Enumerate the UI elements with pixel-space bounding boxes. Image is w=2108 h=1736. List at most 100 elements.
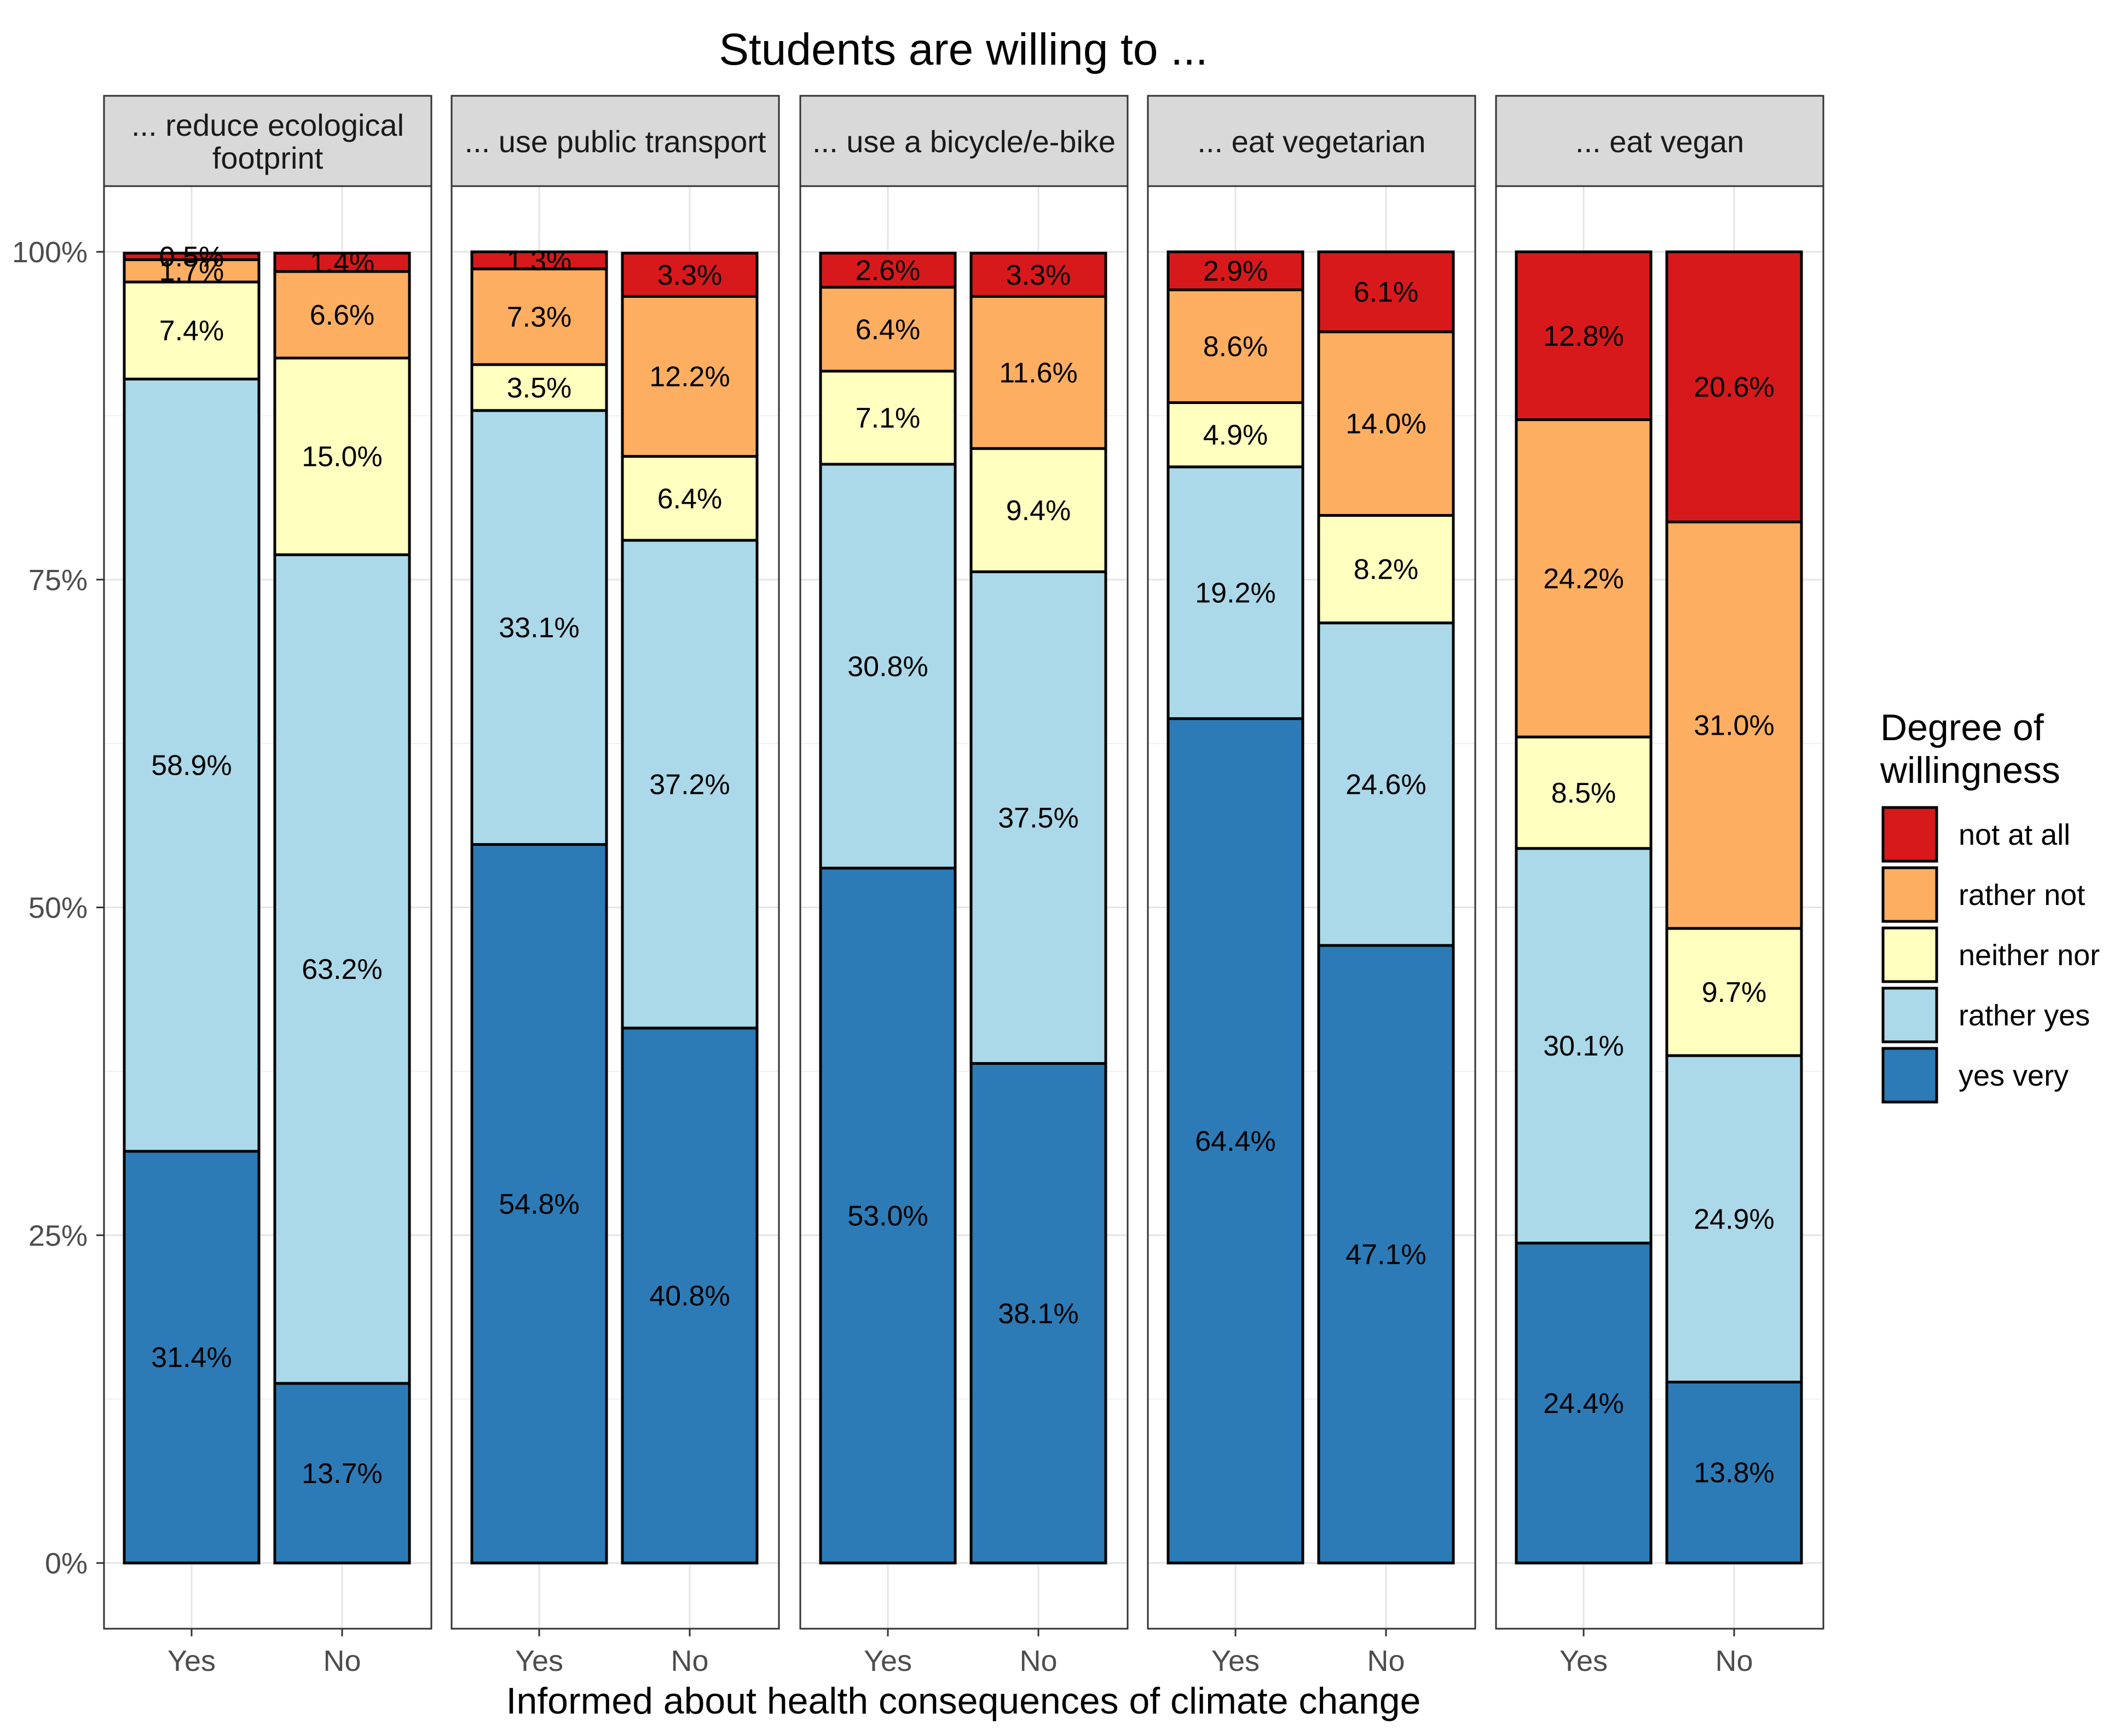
data-label: 31.4%	[151, 1342, 232, 1374]
facet-panel-5: ... eat vegan 24.4% 30.1% 8.5% 24.2% 12.8% 13.…	[1495, 95, 1824, 1677]
legend-label: yes very	[1959, 1059, 2069, 1092]
data-label: 30.1%	[1543, 1030, 1624, 1062]
bar-segment-neither-nor	[1515, 735, 1653, 850]
data-label: 3.5%	[507, 372, 572, 404]
bar-segment-yes-very	[1515, 1242, 1653, 1565]
data-label: 64.4%	[1195, 1126, 1275, 1157]
x-tick-label: No	[1367, 1645, 1405, 1677]
facet-panel-2: ... use public transport 54.8% 33.1% 3.5% 7.…	[451, 95, 780, 1677]
x-tick-label: Yes	[515, 1645, 563, 1677]
data-label: 8.5%	[1551, 777, 1616, 809]
bar-segment-rather-yes	[969, 570, 1107, 1065]
facet-strip	[1147, 95, 1476, 187]
data-label: 13.8%	[1694, 1457, 1774, 1489]
data-label: 37.2%	[649, 769, 730, 800]
data-label: 2.6%	[856, 255, 921, 287]
data-label: 53.0%	[847, 1200, 928, 1232]
data-label: 37.5%	[998, 802, 1078, 834]
data-label: 30.8%	[847, 651, 928, 683]
x-tick-label: No	[1019, 1645, 1057, 1677]
data-label: 2.9%	[1203, 256, 1268, 287]
legend-swatch	[1881, 806, 1938, 863]
data-label: 19.2%	[1195, 578, 1275, 609]
bar-segment-not-at-all	[621, 251, 759, 298]
bar-segment-yes-very	[123, 1150, 261, 1565]
bar-no: 38.1% 37.5% 9.4% 11.6% 3.3%	[969, 251, 1107, 1565]
legend-swatch	[1881, 926, 1938, 983]
x-tick-label: No	[323, 1645, 361, 1677]
x-tick-label: No	[1715, 1645, 1753, 1677]
y-axis: 0% 25% 50% 75% 100%	[12, 236, 104, 1580]
panel-border	[799, 185, 1129, 1630]
bar-segment-yes-very	[273, 1382, 411, 1565]
data-label: 33.1%	[499, 612, 579, 644]
bar-segment-not-at-all	[969, 251, 1107, 298]
data-label: 24.2%	[1543, 563, 1624, 595]
panel-border	[1495, 185, 1824, 1630]
legend-label: rather yes	[1959, 999, 2090, 1032]
bar-segment-rather-not	[470, 267, 608, 366]
legend-title-line-1: Degree of	[1880, 707, 2044, 748]
data-label: 6.6%	[310, 299, 375, 331]
facet-strip-title: ... use a bicycle/e-bike	[812, 124, 1116, 159]
bar-segment-rather-not	[1515, 418, 1653, 739]
legend-item-rather-yes: rather yes	[1881, 987, 2090, 1043]
bar-segment-yes-very	[1665, 1380, 1803, 1565]
legend-item-not-at-all: not at all	[1881, 806, 2070, 863]
data-label: 4.9%	[1203, 419, 1268, 451]
data-label: 9.4%	[1006, 495, 1071, 527]
bar-segment-neither-nor	[273, 356, 411, 556]
data-label: 24.9%	[1694, 1203, 1774, 1235]
facet-strip-title: ... eat vegetarian	[1197, 124, 1425, 159]
facet-panel-3: ... use a bicycle/e-bike 53.0% 30.8% 7.1% 6.…	[799, 95, 1129, 1677]
bar-segment-rather-yes	[1317, 621, 1455, 947]
bar-segment-not-at-all	[123, 251, 261, 261]
bar-yes: 53.0% 30.8% 7.1% 6.4% 2.6%	[819, 251, 957, 1565]
y-tick-label: 50%	[28, 892, 88, 925]
data-label: 3.3%	[1006, 259, 1071, 291]
y-tick-label: 25%	[28, 1219, 88, 1252]
facet-strip	[103, 95, 432, 187]
bar-segment-neither-nor	[621, 455, 759, 542]
data-label: 7.4%	[159, 315, 224, 347]
bar-segment-neither-nor	[1665, 927, 1803, 1057]
y-tick-label: 0%	[45, 1547, 88, 1580]
facet-strip-title: footprint	[212, 141, 324, 175]
bar-segment-not-at-all	[273, 251, 411, 273]
bar-segment-rather-not	[621, 295, 759, 458]
bar-segment-not-at-all	[1166, 250, 1304, 291]
data-label: 9.7%	[1702, 977, 1767, 1008]
bar-segment-rather-not	[1317, 330, 1455, 517]
bar-segment-rather-yes	[273, 553, 411, 1385]
bar-segment-neither-nor	[123, 280, 261, 380]
legend-item-yes-very: yes very	[1881, 1047, 2069, 1104]
bar-segment-not-at-all	[1317, 250, 1455, 333]
data-label: 63.2%	[302, 954, 382, 985]
data-label: 12.2%	[649, 361, 730, 393]
legend-item-rather-not: rather not	[1881, 866, 2085, 923]
facet-strip-title: ... eat vegan	[1575, 124, 1744, 159]
facet-panel-4: ... eat vegetarian 64.4% 19.2% 4.9% 8.6% 2.9%…	[1147, 95, 1476, 1677]
legend-swatch	[1881, 987, 1938, 1043]
data-label: 40.8%	[649, 1280, 730, 1312]
data-label: 58.9%	[151, 750, 232, 782]
bar-no: 47.1% 24.6% 8.2% 14.0% 6.1%	[1317, 250, 1455, 1565]
data-label: 24.4%	[1543, 1388, 1624, 1420]
bar-segment-not-at-all	[470, 250, 608, 270]
data-label: 47.1%	[1345, 1239, 1426, 1271]
bar-segment-rather-yes	[621, 539, 759, 1030]
x-tick-label: Yes	[1211, 1645, 1260, 1677]
bar-yes: 31.4%58.9%7.4%1.7%0.5%	[123, 241, 261, 1565]
data-label: 20.6%	[1694, 372, 1774, 403]
panel-border	[1147, 185, 1476, 1630]
bar-segment-neither-nor	[1317, 514, 1455, 625]
data-label: 6.4%	[856, 314, 921, 345]
chart-title: Students are willing to ...	[719, 25, 1208, 74]
facet-strip-title: ... reduce ecological	[131, 108, 404, 142]
y-tick-label: 100%	[12, 236, 88, 269]
data-label: 12.8%	[1543, 320, 1624, 352]
bar-segment-neither-nor	[1166, 401, 1304, 469]
data-label: 8.2%	[1354, 554, 1419, 586]
